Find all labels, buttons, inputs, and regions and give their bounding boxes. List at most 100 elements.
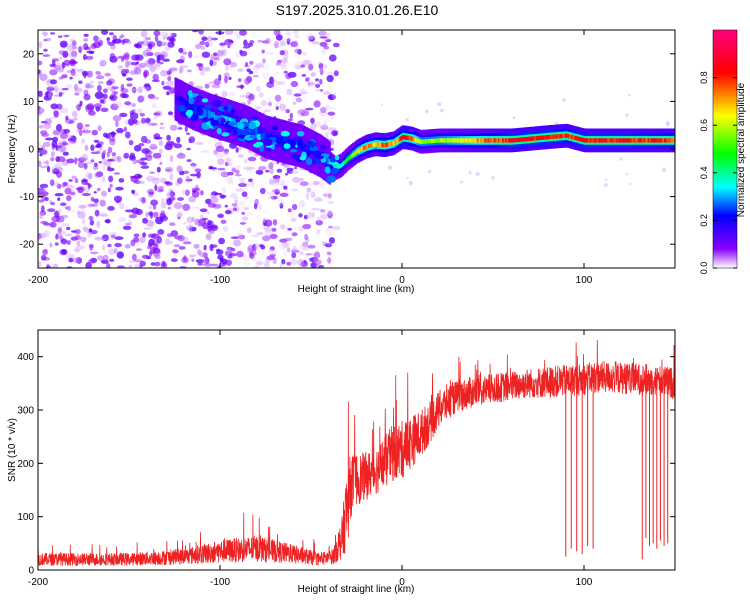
heatmap-noise-cell <box>254 242 260 248</box>
heatmap-ridge-cell <box>258 129 261 138</box>
heatmap-noise-cell <box>222 49 227 56</box>
heatmap-noise-cell <box>96 143 102 148</box>
heatmap-noise-cell <box>243 39 248 47</box>
colorbar-tick-label: 0.6 <box>699 119 709 132</box>
heatmap-noise-cell <box>58 92 63 97</box>
heatmap-ridge-cell <box>326 175 337 183</box>
heatmap-noise-cell <box>327 211 333 219</box>
heatmap-ridge-cell <box>213 112 216 121</box>
heatmap-noise-cell <box>82 124 90 131</box>
heatmap-noise-cell <box>283 185 288 190</box>
heatmap-noise-cell <box>309 181 316 186</box>
heatmap-noise-cell <box>224 157 231 164</box>
heatmap-noise-cell <box>113 91 118 95</box>
heatmap-noise-cell <box>169 191 176 197</box>
heatmap-ridge-cell <box>579 137 582 142</box>
heatmap-noise-cell <box>176 177 183 184</box>
heatmap-ridge-cell <box>644 138 647 143</box>
heatmap-noise-cell <box>47 208 56 213</box>
heatmap-noise-cell <box>107 187 111 193</box>
heatmap-ridge-cell <box>560 134 563 139</box>
heatmap-ridge-cell <box>474 138 477 143</box>
heatmap-ridge-cell <box>509 138 512 143</box>
heatmap-ridge-cell <box>547 135 550 140</box>
heatmap-noise-cell <box>209 56 218 59</box>
heatmap-noise-cell <box>114 242 122 248</box>
heatmap-ridge-cell <box>545 135 548 140</box>
heatmap-noise-cell <box>60 238 68 245</box>
heatmap-noise-cell <box>96 72 102 77</box>
heatmap-noise-cell <box>198 63 204 71</box>
heatmap-ridge-cell <box>202 108 205 117</box>
heatmap-ridge-cell <box>564 133 567 138</box>
heatmap-noise-cell <box>160 202 167 209</box>
heatmap-noise-cell <box>132 119 138 124</box>
heatmap-noise-cell <box>145 211 149 218</box>
heatmap-noise-cell <box>82 54 87 61</box>
heatmap-noise-cell <box>603 183 608 188</box>
heatmap-noise-cell <box>38 199 44 203</box>
heatmap-noise-cell <box>197 262 204 266</box>
heatmap-noise-cell <box>50 103 59 110</box>
heatmap-noise-cell <box>236 250 244 258</box>
heatmap-ridge-cell <box>464 138 467 143</box>
heatmap-noise-cell <box>315 219 323 226</box>
heatmap-noise-cell <box>292 246 297 253</box>
heatmap-noise-cell <box>148 193 153 198</box>
heatmap-noise-cell <box>309 93 315 99</box>
heatmap-noise-cell <box>39 183 49 189</box>
heatmap-noise-cell <box>625 172 628 176</box>
heatmap-noise-cell <box>179 67 183 75</box>
heatmap-ridge-cell <box>558 134 561 139</box>
heatmap-ridge-cell <box>554 134 557 139</box>
heatmap-noise-cell <box>293 35 300 38</box>
heatmap-noise-cell <box>197 249 202 256</box>
heatmap-ridge-cell <box>487 138 490 143</box>
heatmap-noise-cell <box>138 95 147 102</box>
heatmap-ridge-cell <box>265 147 272 152</box>
heatmap-noise-cell <box>251 32 258 36</box>
heatmap-noise-cell <box>424 109 429 114</box>
heatmap-noise-cell <box>230 236 239 239</box>
heatmap-noise-cell <box>222 187 226 193</box>
heatmap-noise-cell <box>81 153 88 161</box>
heatmap-noise-cell <box>74 229 81 235</box>
heatmap-ridge-cell <box>419 139 422 144</box>
y-tick-label: 10 <box>23 97 35 108</box>
heatmap-ridge-cell <box>544 135 547 140</box>
heatmap-noise-cell <box>330 106 336 111</box>
heatmap-ridge-cell <box>202 117 208 123</box>
heatmap-noise-cell <box>158 139 163 147</box>
heatmap-ridge-cell <box>388 142 391 147</box>
snr-panel: -200 -100 0 100 0 100 200 300 400 Height of stra… <box>7 329 676 595</box>
heatmap-noise-cell <box>246 212 253 217</box>
heatmap-noise-cell <box>252 71 258 75</box>
heatmap-noise-cell <box>75 234 81 240</box>
heatmap-ridge-cell <box>355 150 357 155</box>
heatmap-noise-cell <box>223 149 229 155</box>
heatmap-noise-cell <box>319 78 323 85</box>
heatmap-ridge-cell <box>650 138 653 143</box>
heatmap-noise-cell <box>68 258 74 263</box>
heatmap-noise-cell <box>49 242 53 248</box>
heatmap-noise-cell <box>242 255 250 262</box>
heatmap-noise-cell <box>109 183 113 188</box>
heatmap-noise-cell <box>63 128 70 134</box>
heatmap-noise-cell <box>85 172 93 179</box>
heatmap-noise-cell <box>276 81 285 85</box>
heatmap-ridge-cell <box>443 138 446 143</box>
heatmap-ridge-cell <box>507 138 510 143</box>
heatmap-ridge-cell <box>216 128 222 135</box>
heatmap-ridge-cell <box>314 149 317 158</box>
heatmap-noise-cell <box>219 42 226 46</box>
heatmap-noise-cell <box>328 132 335 136</box>
heatmap-noise-cell <box>137 95 145 103</box>
heatmap-noise-cell <box>512 116 516 120</box>
heatmap-ridge-cell <box>406 135 408 140</box>
heatmap-noise-cell <box>241 191 248 197</box>
heatmap-ridge-cell <box>448 138 451 143</box>
heatmap-noise-cell <box>176 153 186 159</box>
heatmap-noise-cell <box>230 192 238 199</box>
heatmap-ridge-cell <box>186 101 189 110</box>
heatmap-noise-cell <box>300 91 309 95</box>
